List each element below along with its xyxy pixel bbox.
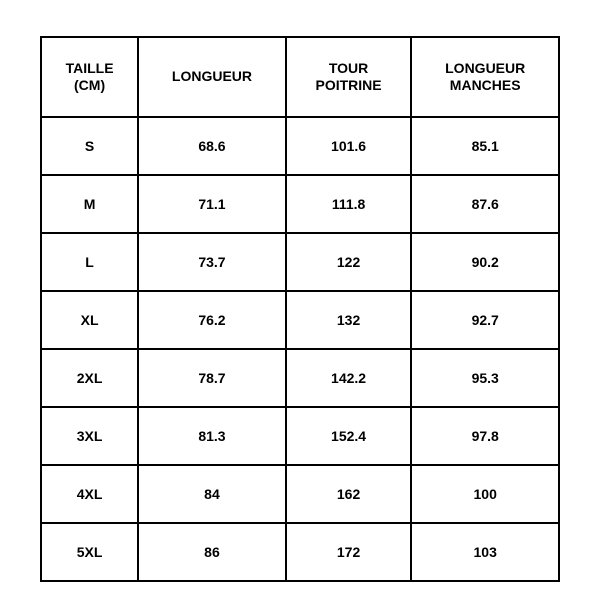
cell-longueur-manches: 87.6 — [411, 175, 559, 233]
table-row: S 68.6 101.6 85.1 — [41, 117, 559, 175]
cell-longueur-manches: 103 — [411, 523, 559, 581]
cell-longueur: 73.7 — [138, 233, 286, 291]
cell-longueur: 76.2 — [138, 291, 286, 349]
cell-longueur: 84 — [138, 465, 286, 523]
cell-longueur-manches: 92.7 — [411, 291, 559, 349]
cell-longueur: 86 — [138, 523, 286, 581]
cell-size: 2XL — [41, 349, 138, 407]
table-header: TAILLE(CM) LONGUEUR TOURPOITRINE LONGUEU… — [41, 37, 559, 117]
column-header-longueur: LONGUEUR — [138, 37, 286, 117]
cell-tour-poitrine: 122 — [286, 233, 412, 291]
table-row: 4XL 84 162 100 — [41, 465, 559, 523]
cell-size: XL — [41, 291, 138, 349]
cell-longueur: 78.7 — [138, 349, 286, 407]
table-body: S 68.6 101.6 85.1 M 71.1 111.8 87.6 L 73… — [41, 117, 559, 581]
table-row: 5XL 86 172 103 — [41, 523, 559, 581]
cell-size: L — [41, 233, 138, 291]
cell-size: 5XL — [41, 523, 138, 581]
cell-size: 4XL — [41, 465, 138, 523]
column-header-longueur-manches: LONGUEURMANCHES — [411, 37, 559, 117]
cell-tour-poitrine: 101.6 — [286, 117, 412, 175]
cell-longueur: 68.6 — [138, 117, 286, 175]
table-row: L 73.7 122 90.2 — [41, 233, 559, 291]
table-row: XL 76.2 132 92.7 — [41, 291, 559, 349]
cell-tour-poitrine: 132 — [286, 291, 412, 349]
column-header-tour-poitrine: TOURPOITRINE — [286, 37, 412, 117]
cell-longueur: 81.3 — [138, 407, 286, 465]
cell-tour-poitrine: 172 — [286, 523, 412, 581]
table-row: 2XL 78.7 142.2 95.3 — [41, 349, 559, 407]
cell-tour-poitrine: 142.2 — [286, 349, 412, 407]
size-chart-table: TAILLE(CM) LONGUEUR TOURPOITRINE LONGUEU… — [40, 36, 560, 582]
cell-longueur-manches: 90.2 — [411, 233, 559, 291]
column-header-tour-poitrine-label: TOURPOITRINE — [316, 60, 382, 94]
cell-longueur: 71.1 — [138, 175, 286, 233]
cell-tour-poitrine: 111.8 — [286, 175, 412, 233]
table-row: 3XL 81.3 152.4 97.8 — [41, 407, 559, 465]
table-header-row: TAILLE(CM) LONGUEUR TOURPOITRINE LONGUEU… — [41, 37, 559, 117]
cell-longueur-manches: 95.3 — [411, 349, 559, 407]
cell-longueur-manches: 100 — [411, 465, 559, 523]
cell-longueur-manches: 85.1 — [411, 117, 559, 175]
cell-size: M — [41, 175, 138, 233]
cell-tour-poitrine: 152.4 — [286, 407, 412, 465]
column-header-taille-line1: TAILLE(CM) — [66, 60, 114, 94]
cell-size: S — [41, 117, 138, 175]
cell-size: 3XL — [41, 407, 138, 465]
cell-tour-poitrine: 162 — [286, 465, 412, 523]
column-header-longueur-label: LONGUEUR — [172, 68, 252, 84]
page: TAILLE(CM) LONGUEUR TOURPOITRINE LONGUEU… — [0, 0, 600, 600]
cell-longueur-manches: 97.8 — [411, 407, 559, 465]
table-row: M 71.1 111.8 87.6 — [41, 175, 559, 233]
column-header-longueur-manches-label: LONGUEURMANCHES — [445, 60, 525, 94]
column-header-taille: TAILLE(CM) — [41, 37, 138, 117]
